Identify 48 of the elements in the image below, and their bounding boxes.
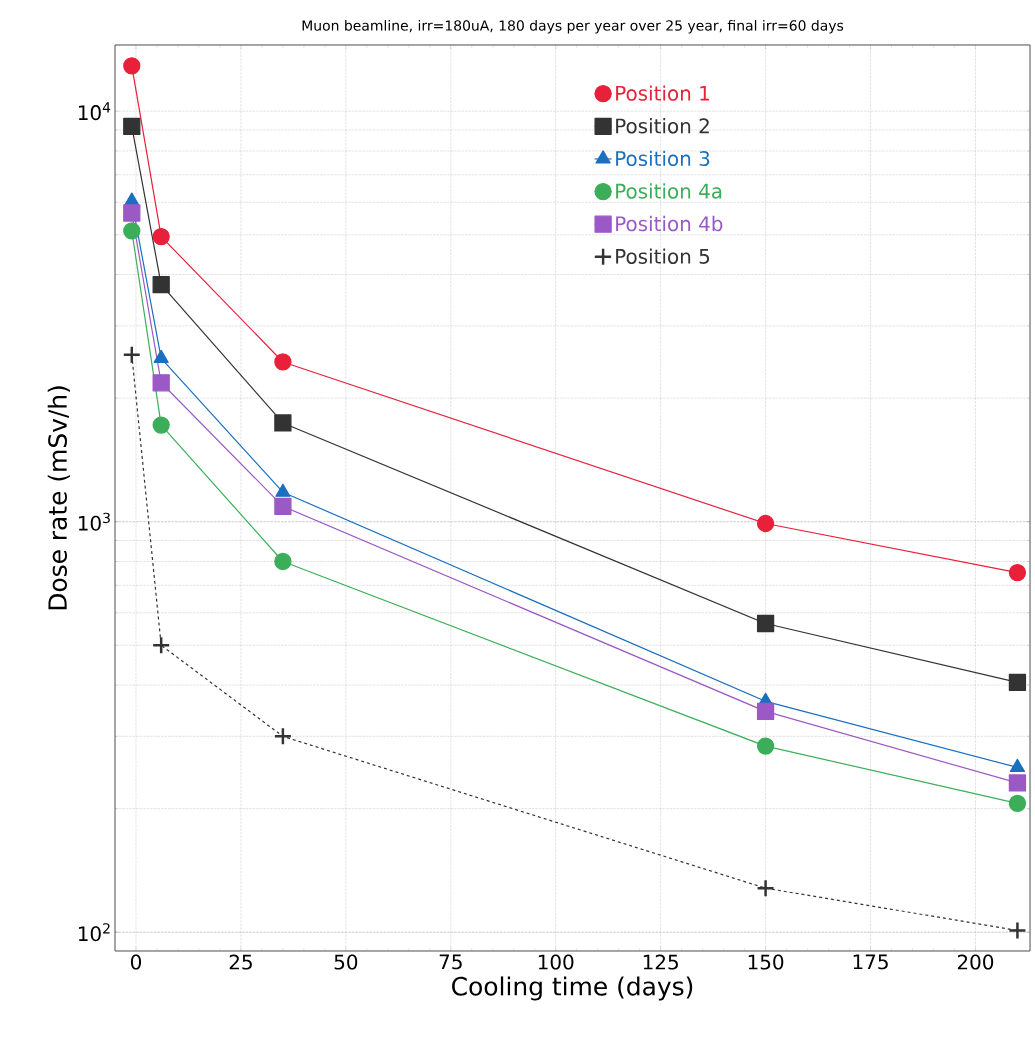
- point: [152, 374, 170, 392]
- point: [1008, 673, 1027, 692]
- point: [1009, 758, 1026, 773]
- point: [123, 57, 141, 75]
- legend-label: Position 1: [616, 85, 709, 101]
- point: [274, 552, 292, 571]
- x-tick-label: 0: [130, 954, 142, 970]
- y-tick-label: 10$^{3}$: [78, 512, 110, 531]
- x-tick-label: 50: [334, 954, 358, 970]
- point: [274, 497, 292, 515]
- point: [122, 345, 142, 365]
- point: [756, 737, 775, 755]
- point: [274, 353, 292, 371]
- y-tick-label: 10$^{4}$: [78, 102, 111, 121]
- point: [152, 276, 170, 294]
- point: [273, 727, 293, 746]
- x-tick-label: 25: [229, 954, 252, 970]
- legend-label: Position 2: [616, 118, 709, 134]
- point: [1008, 921, 1027, 940]
- point: [151, 636, 171, 655]
- point: [123, 117, 141, 136]
- x-tick-label: 75: [439, 954, 462, 970]
- x-tick-label: 125: [643, 954, 678, 970]
- point: [274, 414, 292, 432]
- x-tick-label: 100: [538, 954, 574, 970]
- legend-label: Position 4a: [616, 183, 722, 199]
- chart-title: Muon beamline, irr=180uA, 180 days per year over 25 year, final irr=60 days: [302, 19, 844, 34]
- point: [756, 614, 775, 633]
- point: [1008, 563, 1027, 582]
- legend-label: Position 4b: [616, 215, 723, 232]
- point: [152, 416, 170, 434]
- point: [153, 349, 169, 364]
- y-axis-title: Dose rate (mSv/h): [47, 386, 70, 610]
- legend-label: Position 5: [616, 248, 710, 264]
- point: [756, 702, 775, 721]
- x-tick-label: 175: [853, 954, 888, 970]
- point: [1008, 794, 1027, 813]
- point: [152, 227, 170, 246]
- x-tick-label: 150: [748, 954, 784, 970]
- y-tick-label: 10$^{2}$: [78, 923, 110, 942]
- point: [756, 878, 775, 898]
- point: [123, 222, 141, 240]
- point: [123, 204, 141, 222]
- point: [756, 514, 775, 533]
- legend-label: Position 3: [616, 150, 710, 167]
- point: [1008, 774, 1027, 792]
- x-axis-title: Cooling time (days): [452, 976, 693, 1001]
- x-tick-label: 200: [957, 954, 994, 970]
